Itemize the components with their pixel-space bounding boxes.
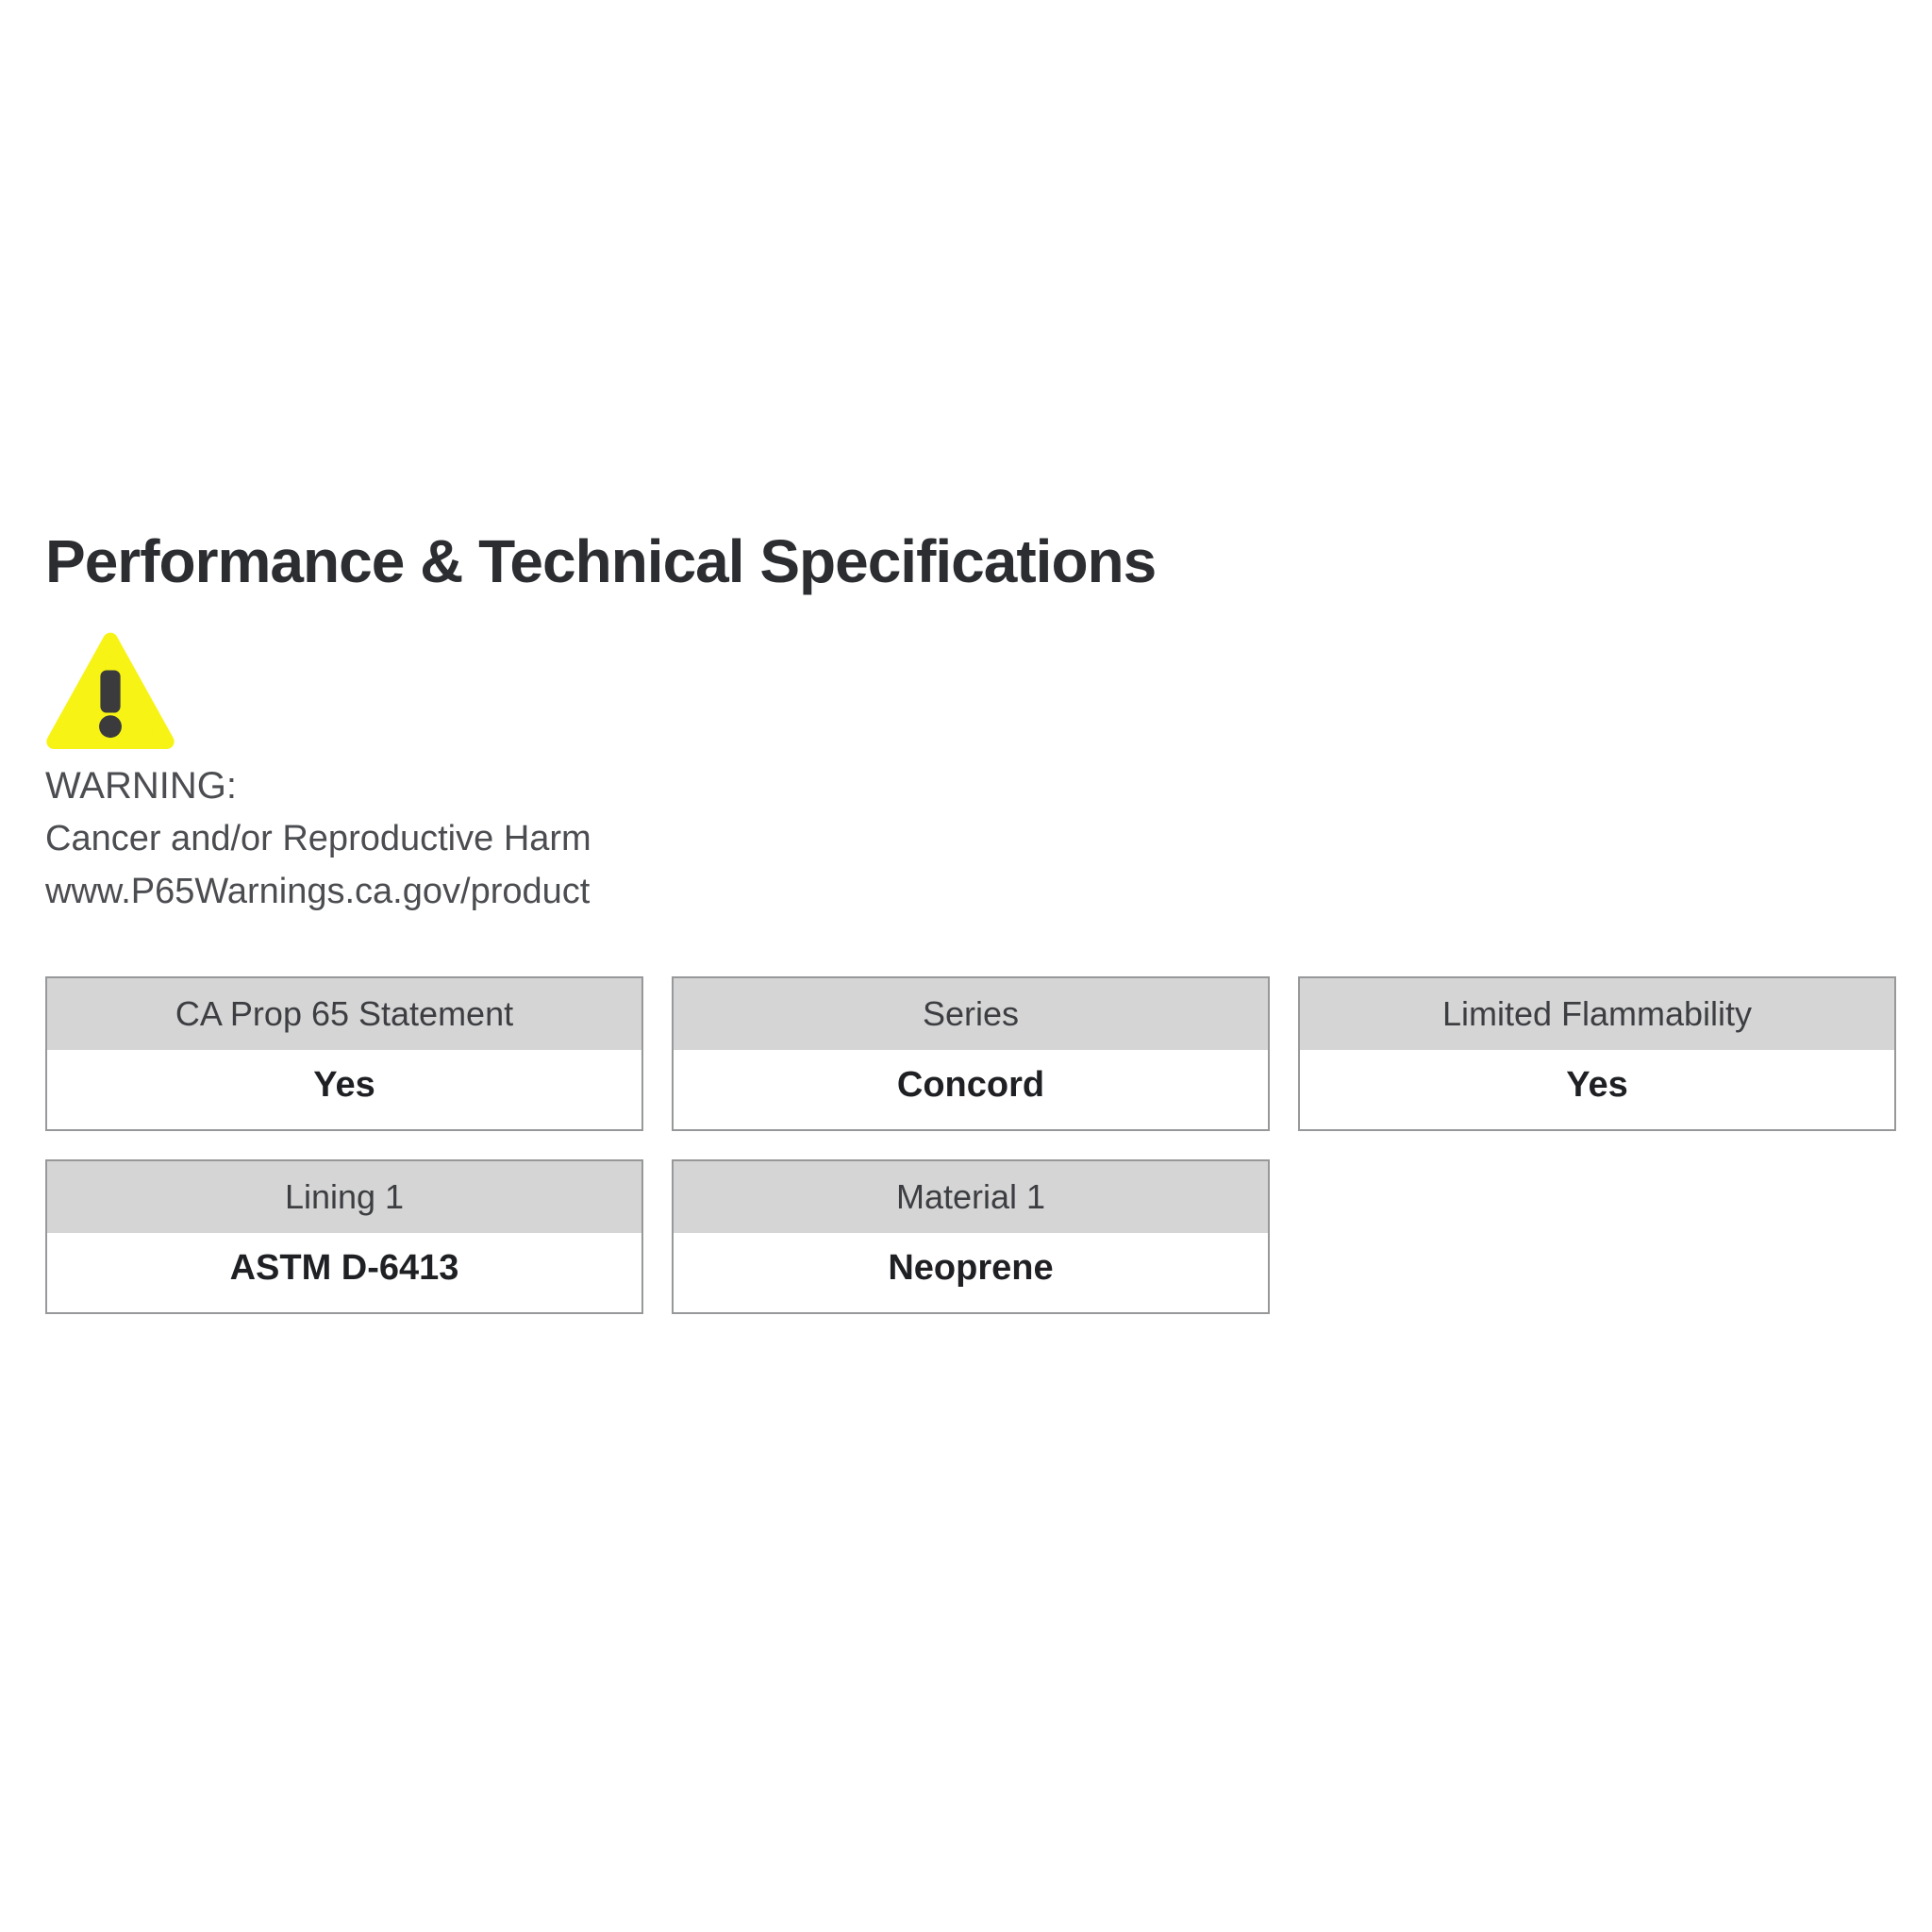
spec-card-value: Neoprene bbox=[674, 1233, 1268, 1313]
spec-card-value: ASTM D-6413 bbox=[47, 1233, 641, 1313]
spec-card-lining-1: Lining 1 ASTM D-6413 bbox=[45, 1159, 643, 1315]
spec-card-value: Yes bbox=[1300, 1050, 1894, 1130]
spec-section: Performance & Technical Specifications W… bbox=[45, 0, 1900, 1315]
spec-card-label: Series bbox=[674, 978, 1268, 1051]
spec-card-material-1: Material 1 Neoprene bbox=[672, 1159, 1270, 1315]
spec-card-series: Series Concord bbox=[672, 976, 1270, 1132]
spec-card-value: Concord bbox=[674, 1050, 1268, 1130]
warning-label: WARNING: bbox=[45, 765, 237, 808]
spec-card-limited-flammability: Limited Flammability Yes bbox=[1298, 976, 1896, 1132]
spec-card-label: Material 1 bbox=[674, 1161, 1268, 1234]
spec-card-label: Lining 1 bbox=[47, 1161, 641, 1234]
spec-grid: CA Prop 65 Statement Yes Series Concord … bbox=[45, 976, 1896, 1315]
spec-card-label: CA Prop 65 Statement bbox=[47, 978, 641, 1051]
prop65-warning-block: WARNING: Cancer and/or Reproductive Harm… bbox=[45, 629, 1900, 918]
warning-triangle-icon bbox=[46, 632, 175, 750]
warning-text-line2: www.P65Warnings.ca.gov/product bbox=[45, 872, 591, 912]
spec-card-label: Limited Flammability bbox=[1300, 978, 1894, 1051]
warning-text-line1: Cancer and/or Reproductive Harm bbox=[45, 819, 591, 859]
spec-card-value: Yes bbox=[47, 1050, 641, 1130]
spec-card-ca-prop-65-statement: CA Prop 65 Statement Yes bbox=[45, 976, 643, 1132]
page-title: Performance & Technical Specifications bbox=[45, 527, 1157, 595]
